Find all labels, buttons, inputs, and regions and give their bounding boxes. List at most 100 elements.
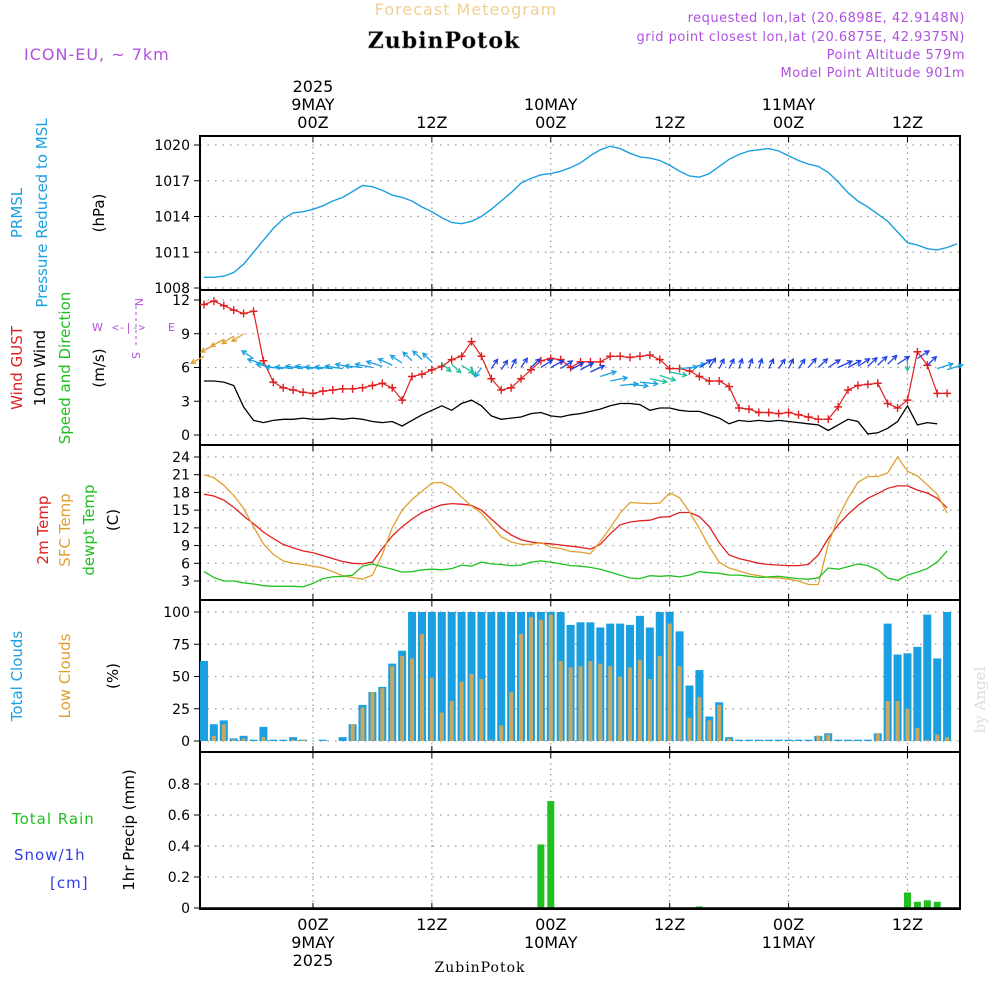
wind-gust-marker: [913, 347, 922, 356]
top-time-label: 00Z: [773, 113, 804, 132]
wind-direction-arrow: [718, 357, 725, 369]
total-clouds-bar: [497, 612, 506, 741]
panel-axis-label: dewpt Temp: [80, 484, 98, 575]
wind-gust-marker: [368, 381, 377, 390]
total-clouds-bar: [209, 724, 218, 741]
wind-gust-marker: [467, 337, 476, 346]
total-clouds-bar: [507, 612, 516, 741]
low-clouds-bar: [677, 666, 682, 741]
bottom-time-label: 12Z: [416, 915, 447, 934]
panel-axis-label: Low Clouds: [56, 633, 74, 718]
y-tick-label: 0: [181, 734, 190, 750]
panel-axis-label: (m/s): [90, 348, 108, 387]
y-tick-label: 1011: [154, 245, 190, 261]
low-clouds-bar: [945, 737, 950, 741]
wind-direction-arrow: [303, 364, 323, 371]
wind-gust-marker: [903, 396, 912, 405]
compass-rose: W <-|-> E N S: [92, 298, 175, 359]
wind-gust-marker: [249, 307, 258, 316]
total-clouds-bar: [457, 612, 466, 741]
y-tick-label: 0.2: [168, 870, 190, 886]
wind-gust-marker: [209, 297, 218, 306]
wind-direction-arrow: [402, 351, 413, 362]
total-clouds-bar: [229, 738, 238, 741]
wind-gust-marker: [517, 374, 526, 383]
wind-gust-marker: [863, 380, 872, 389]
top-time-label: 00Z: [535, 113, 566, 132]
wind-gust-marker: [725, 382, 734, 391]
wind-direction-arrow: [738, 357, 744, 369]
wind-gust-marker: [417, 370, 426, 379]
wind-gust-marker: [933, 389, 942, 398]
wind-direction-arrow: [620, 381, 640, 388]
wind-direction-arrow: [323, 363, 343, 370]
panel-axis-label: SFC Temp: [56, 493, 74, 566]
total-clouds-bar: [754, 739, 763, 741]
wind-direction-arrow: [560, 360, 574, 370]
wind-direction-arrow: [817, 357, 829, 368]
low-clouds-bar: [538, 619, 543, 741]
wind-gust-marker: [794, 410, 803, 419]
wind-gust-marker: [804, 413, 813, 421]
total-clouds-bar: [913, 646, 922, 741]
low-clouds-bar: [291, 739, 296, 741]
wind-direction-arrow: [354, 362, 373, 369]
bottom-time-label: 12Z: [892, 915, 923, 934]
low-clouds-bar: [370, 691, 375, 741]
total-clouds-bar: [279, 739, 288, 741]
low-clouds-bar: [667, 623, 672, 741]
wind-direction-arrow: [264, 364, 284, 371]
total-clouds-bar: [943, 612, 952, 741]
low-clouds-bar: [400, 655, 405, 741]
wind-direction-arrow: [284, 363, 304, 370]
y-tick-label: 3: [181, 394, 190, 410]
low-clouds-bar: [618, 676, 623, 741]
wind-direction-arrow: [377, 357, 393, 366]
total-clouds-bar: [784, 739, 793, 741]
low-clouds-bar: [380, 688, 385, 741]
low-clouds-bar: [360, 707, 365, 741]
wind-direction-arrow: [904, 360, 911, 373]
wind-direction-arrow: [294, 363, 314, 370]
wind-direction-arrow: [837, 360, 854, 369]
clouds-panel: 0 25 50 75 100: [163, 599, 961, 753]
low-clouds-bar: [519, 633, 524, 741]
wind-gust-marker: [289, 386, 298, 394]
top-time-label: 12Z: [892, 113, 923, 132]
wind-gust-marker: [814, 415, 823, 424]
bottom-time-label: 12Z: [654, 915, 685, 934]
y-tick-label: 12: [172, 293, 190, 309]
wind-gust-marker: [655, 355, 664, 364]
low-clouds-bar: [657, 655, 662, 741]
wind-gust-marker: [606, 352, 615, 361]
total-clouds-bar: [764, 739, 773, 741]
wind-gust-marker: [398, 396, 407, 405]
low-clouds-bar: [548, 614, 553, 741]
total-clouds-bar: [427, 612, 436, 741]
wind-direction-arrow: [887, 354, 898, 365]
prmsl-line: [204, 145, 958, 278]
bottom-year-label: 2025: [293, 951, 334, 970]
snow-unit-label: [cm]: [50, 874, 89, 892]
wind-direction-arrow: [530, 357, 541, 368]
wind-direction-arrow: [757, 357, 764, 369]
y-tick-label: 6: [181, 556, 190, 572]
compass-west: W: [92, 321, 103, 334]
bottom-time-label: 00Z: [535, 915, 566, 934]
wind-direction-arrow: [520, 357, 528, 368]
wind-gust-marker: [873, 379, 882, 388]
wind-direction-arrow: [797, 358, 806, 369]
y-tick-label: 18: [172, 485, 190, 501]
low-clouds-bar: [479, 679, 484, 741]
wind-gust-line: [203, 300, 948, 420]
wind-gust-marker: [764, 408, 773, 417]
wind-direction-arrow: [610, 375, 629, 382]
wind-direction-arrow: [827, 359, 841, 369]
wind-direction-arrow: [639, 380, 660, 387]
compass-east: E: [168, 321, 175, 334]
wind-gust-marker: [695, 372, 704, 381]
wind-direction-arrow: [451, 363, 462, 374]
wind-gust-marker: [239, 309, 248, 318]
